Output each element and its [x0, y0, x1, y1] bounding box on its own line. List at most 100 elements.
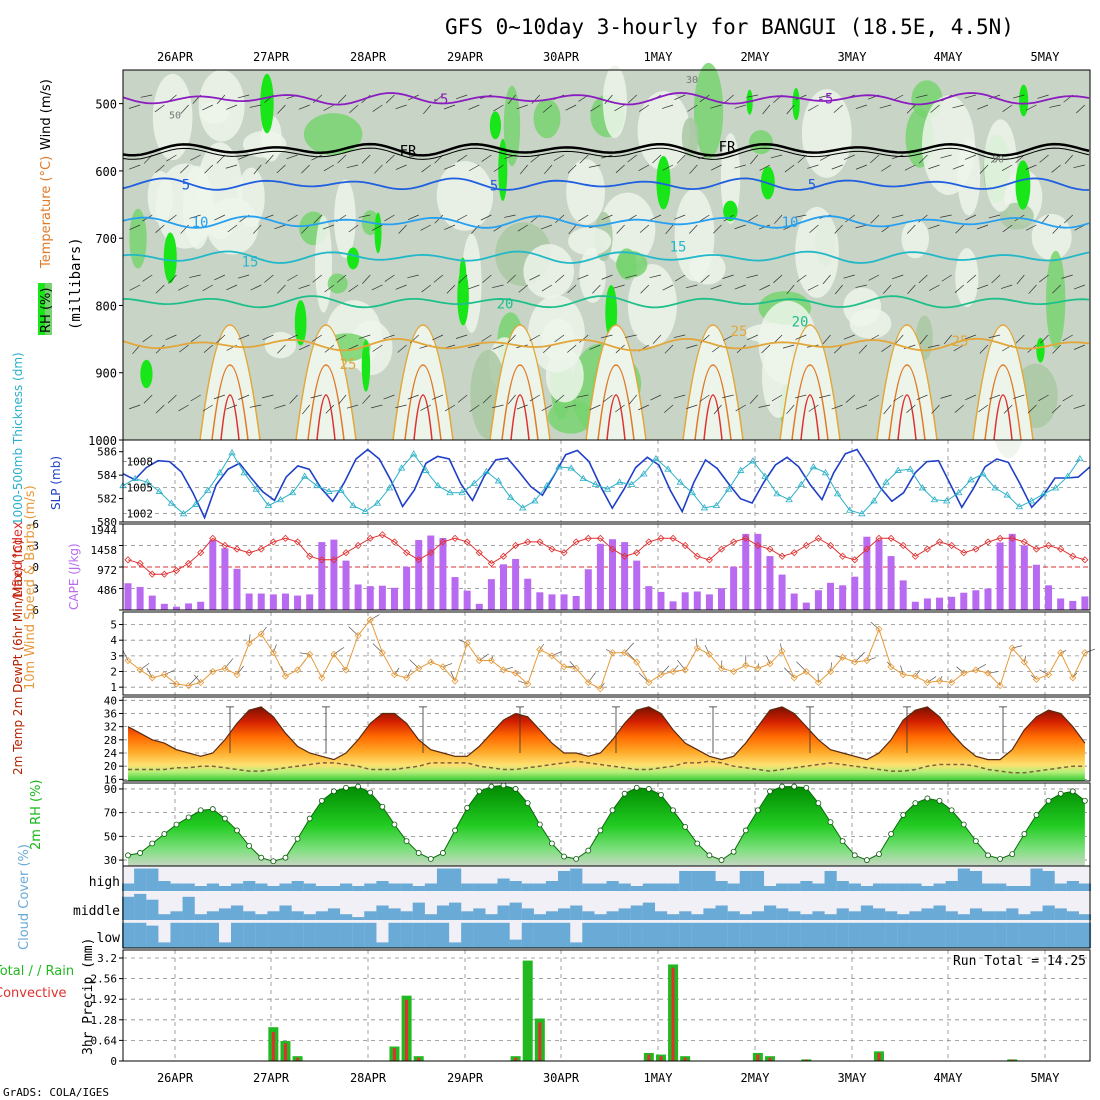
wind-barb	[964, 154, 977, 160]
date-tick-bottom: 29APR	[447, 1071, 484, 1085]
wind-barb	[954, 404, 964, 413]
rh2m-point	[1045, 797, 1052, 804]
wind-barb-10m	[1060, 650, 1067, 654]
wind-barb-10m	[551, 651, 562, 657]
cloud-high-bar	[860, 886, 874, 891]
wind-speed-point	[245, 639, 253, 647]
wind-barb	[855, 224, 867, 229]
wind-barb	[541, 404, 553, 411]
thickness-point	[288, 488, 297, 496]
lifted-index-point	[257, 545, 265, 553]
chart-title: GFS 0~10day 3-hourly for BANGUI (18.5E, …	[445, 15, 1014, 39]
temperature-legend-label: Temperature (°C)	[39, 156, 54, 269]
cloud-middle-bar	[497, 905, 510, 920]
cloud-middle-bar	[1006, 908, 1019, 920]
rh-shade-blob	[1046, 250, 1066, 349]
wind-barb	[822, 334, 831, 345]
thickness-point	[252, 485, 260, 492]
cloud-low-bar	[812, 922, 825, 948]
cloud-low-bar	[1006, 922, 1019, 948]
cloud-middle-bar	[509, 902, 522, 920]
cloud-middle-bar	[473, 908, 486, 920]
lifted-index-point	[608, 545, 617, 553]
lifted-index-point	[475, 549, 483, 557]
cloud-middle-bar	[872, 908, 886, 920]
wind-barb	[286, 334, 298, 341]
cloud-high-bar	[848, 883, 861, 891]
cape-tick-label: 1458	[91, 544, 118, 557]
temp-tick-label: 28	[104, 734, 117, 747]
cape-bar	[269, 594, 277, 610]
wind-speed-point	[257, 630, 265, 638]
wind-barb	[336, 274, 347, 283]
wind-barb	[225, 404, 238, 410]
rh2m-point	[294, 835, 301, 842]
cloud-high-bar	[751, 871, 765, 891]
wind-barb	[928, 164, 940, 170]
rh-shade-blob	[264, 331, 297, 359]
wind-barb-10m	[193, 674, 201, 683]
wind-barb	[615, 164, 625, 174]
rh2m-point	[452, 827, 458, 834]
hot-plume	[606, 394, 626, 441]
wind-barb-10m	[766, 655, 771, 664]
wind-barb-10m	[539, 643, 544, 650]
cloud-low-label: low	[97, 931, 121, 946]
wind-barb	[1049, 104, 1061, 108]
cape-bar	[1032, 564, 1040, 610]
wind-barb	[916, 394, 928, 401]
wind-barb	[554, 334, 565, 343]
rh2m-point	[173, 821, 180, 828]
wind-barb-10m	[260, 626, 267, 635]
cloud-middle-bar	[654, 911, 668, 920]
rh2m-point	[948, 807, 955, 814]
precip-convective-bar	[671, 967, 675, 1061]
cloud-middle-bar	[776, 908, 789, 920]
wind-barb	[892, 274, 904, 280]
cloud-middle-bar	[703, 908, 716, 920]
cape-bar	[572, 596, 580, 610]
contour-label: FR	[719, 140, 736, 156]
cloud-low-bar	[667, 922, 680, 948]
wind-barb	[129, 164, 141, 170]
warm-plume	[585, 324, 647, 441]
cloud-high-bar	[364, 883, 377, 891]
wind-barb	[649, 274, 662, 279]
wind-barb	[979, 164, 989, 174]
wind-barb-10m	[870, 621, 880, 630]
lifted-index-point	[281, 534, 290, 542]
lifted-index-point	[790, 549, 798, 557]
precip-convective-bar	[417, 1057, 421, 1061]
cloud-low-bar	[170, 922, 183, 948]
rh-high-blob	[140, 359, 153, 389]
lifted-index-point	[621, 552, 629, 560]
thickness-point	[712, 501, 721, 508]
wind-barb	[1001, 164, 1013, 172]
contour-label: 50	[992, 154, 1004, 165]
wind-barb	[589, 404, 601, 411]
rh2m-point	[888, 831, 894, 837]
rh-shade-blob	[541, 318, 576, 362]
cloud-high-bar	[267, 886, 280, 891]
cape-bar	[233, 568, 241, 610]
cape-bar	[875, 539, 883, 610]
cloud-low-bar	[594, 922, 607, 948]
wind-barb	[929, 284, 940, 291]
cloud-middle-bar	[1078, 914, 1092, 920]
wind-barb	[674, 214, 686, 220]
wind-barb	[834, 344, 843, 354]
wind-barb	[1002, 104, 1013, 112]
wind-barb	[529, 394, 541, 402]
rh-shade-blob	[315, 215, 332, 313]
wind-speed-point	[197, 678, 205, 687]
contour-label: -5	[817, 91, 834, 107]
lifted-index-point	[1008, 534, 1016, 542]
cloud-high-bar	[461, 883, 474, 891]
wind-barb-10m	[248, 634, 251, 644]
rh2m-point	[391, 821, 398, 828]
wind-barb	[699, 394, 710, 402]
wind-barb	[822, 274, 831, 285]
wind-barb	[237, 274, 250, 279]
cape-bar	[887, 556, 895, 610]
cloud-middle-bar	[303, 914, 316, 920]
